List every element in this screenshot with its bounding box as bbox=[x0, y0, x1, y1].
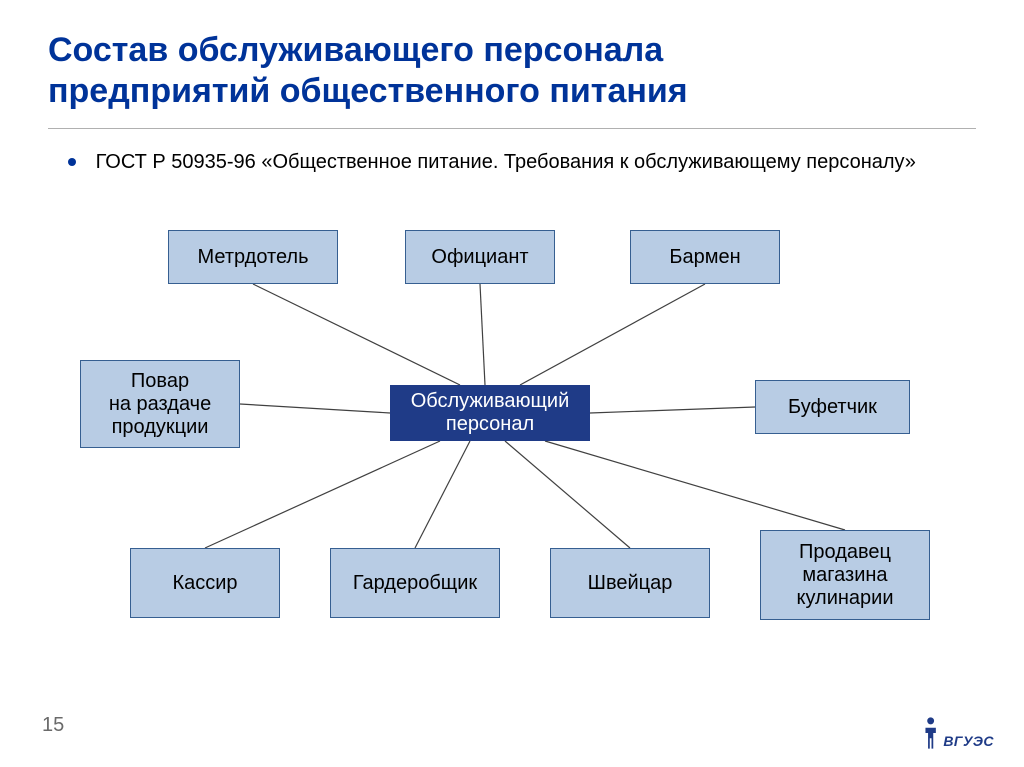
node-n6: Кассир bbox=[130, 548, 280, 618]
org-diagram: Обслуживающий персонал Метрдотель Официант… bbox=[0, 230, 1024, 700]
logo-figure-icon bbox=[922, 713, 939, 753]
title-line-1: Состав обслуживающего персонала bbox=[48, 31, 663, 69]
node-n5: Буфетчик bbox=[755, 380, 910, 434]
node-n7: Гардеробщик bbox=[330, 548, 500, 618]
bullet-icon bbox=[68, 158, 76, 166]
center-node: Обслуживающий персонал bbox=[390, 385, 590, 441]
node-n2: Официант bbox=[405, 230, 555, 284]
subtitle-row: ГОСТ Р 50935-96 «Общественное питание. Т… bbox=[0, 129, 1024, 174]
connector-lines bbox=[0, 230, 1024, 700]
node-n1: Метрдотель bbox=[168, 230, 338, 284]
node-n4: Поварна раздачепродукции bbox=[80, 360, 240, 448]
subtitle-text: ГОСТ Р 50935-96 «Общественное питание. Т… bbox=[96, 151, 916, 173]
title-line-2: предприятий общественного питания bbox=[48, 72, 688, 110]
slide-title: Состав обслуживающего персонала предприя… bbox=[0, 0, 1024, 122]
page-number: 15 bbox=[42, 714, 64, 737]
logo: ВГУЭС bbox=[922, 703, 994, 753]
logo-text: ВГУЭС bbox=[943, 733, 994, 753]
node-n8: Швейцар bbox=[550, 548, 710, 618]
node-n9: Продавецмагазинакулинарии bbox=[760, 530, 930, 620]
node-n3: Бармен bbox=[630, 230, 780, 284]
